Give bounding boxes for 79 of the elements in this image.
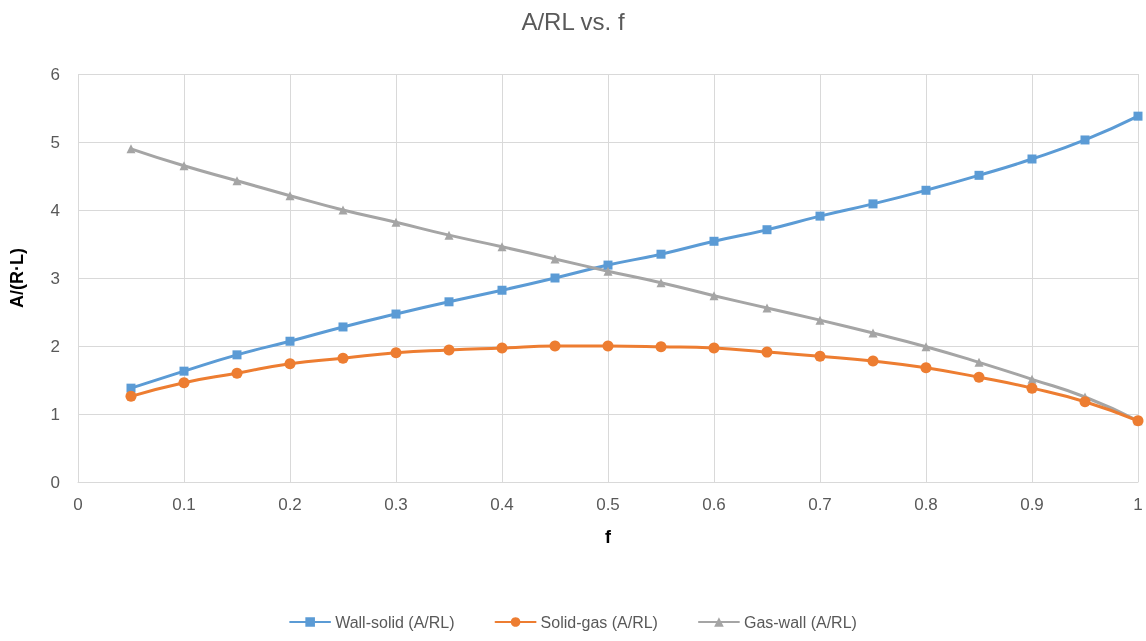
point xyxy=(974,357,984,367)
point xyxy=(497,285,507,295)
point xyxy=(761,346,773,358)
point xyxy=(496,342,508,354)
point xyxy=(815,315,825,325)
legend-label: Solid-gas (A/RL) xyxy=(540,613,658,631)
x-tick-label: 0.6 xyxy=(702,495,726,514)
point xyxy=(603,266,613,276)
point xyxy=(550,254,560,264)
x-tick-label: 0.7 xyxy=(808,495,832,514)
point xyxy=(973,371,985,383)
y-tick-label: 0 xyxy=(50,472,60,492)
point xyxy=(655,341,667,353)
point xyxy=(443,344,455,356)
point xyxy=(497,242,507,252)
y-tick-label: 3 xyxy=(50,268,60,288)
point xyxy=(868,199,878,209)
chart-title: A/RL vs. f xyxy=(521,7,625,35)
x-tick-label: 1 xyxy=(1133,495,1143,514)
point xyxy=(1133,111,1143,121)
point xyxy=(1026,382,1038,394)
point xyxy=(762,225,772,235)
point xyxy=(285,191,295,201)
point xyxy=(338,322,348,332)
point xyxy=(285,336,295,346)
point xyxy=(602,340,614,352)
point xyxy=(1027,154,1037,164)
point xyxy=(231,367,243,379)
y-tick-label: 2 xyxy=(50,336,60,356)
y-tick-label: 5 xyxy=(50,132,60,152)
y-tick-label: 4 xyxy=(50,200,60,220)
point xyxy=(550,273,560,283)
x-tick-label: 0 xyxy=(73,495,83,514)
x-axis-title: f xyxy=(605,527,612,547)
x-tick-label: 0.8 xyxy=(914,495,938,514)
point xyxy=(125,390,137,402)
point xyxy=(709,291,719,301)
x-tick-label: 0.5 xyxy=(596,495,620,514)
point xyxy=(762,303,772,313)
point xyxy=(337,352,349,364)
point xyxy=(867,355,879,367)
point xyxy=(868,328,878,338)
x-tick-label: 0.1 xyxy=(172,495,196,514)
point xyxy=(444,230,454,240)
point xyxy=(920,362,932,374)
point xyxy=(179,366,189,376)
point xyxy=(232,350,242,360)
x-tick-label: 0.9 xyxy=(1020,495,1044,514)
point xyxy=(656,278,666,288)
point xyxy=(1080,135,1090,145)
y-tick-label: 1 xyxy=(50,404,60,424)
point xyxy=(708,342,720,354)
point xyxy=(1079,396,1091,408)
y-axis-title: A/(R·L) xyxy=(7,248,27,308)
point xyxy=(390,347,402,359)
point xyxy=(549,340,561,352)
legend-label: Gas-wall (A/RL) xyxy=(743,613,857,631)
point xyxy=(921,185,931,195)
legend-label: Wall-solid (A/RL) xyxy=(335,613,455,631)
y-tick-label: 6 xyxy=(50,64,60,84)
point xyxy=(391,217,401,227)
point xyxy=(921,342,931,352)
point xyxy=(232,176,242,186)
point xyxy=(814,350,826,362)
point xyxy=(178,377,190,389)
x-tick-label: 0.3 xyxy=(384,495,408,514)
point xyxy=(338,205,348,215)
point xyxy=(603,260,613,270)
point xyxy=(974,170,984,180)
point xyxy=(126,144,136,154)
point xyxy=(391,309,401,319)
point xyxy=(179,161,189,171)
point xyxy=(815,211,825,221)
point xyxy=(444,297,454,307)
x-tick-label: 0.4 xyxy=(490,495,514,514)
point xyxy=(656,249,666,259)
x-tick-label: 0.2 xyxy=(278,495,302,514)
point xyxy=(284,358,296,370)
point xyxy=(709,236,719,246)
